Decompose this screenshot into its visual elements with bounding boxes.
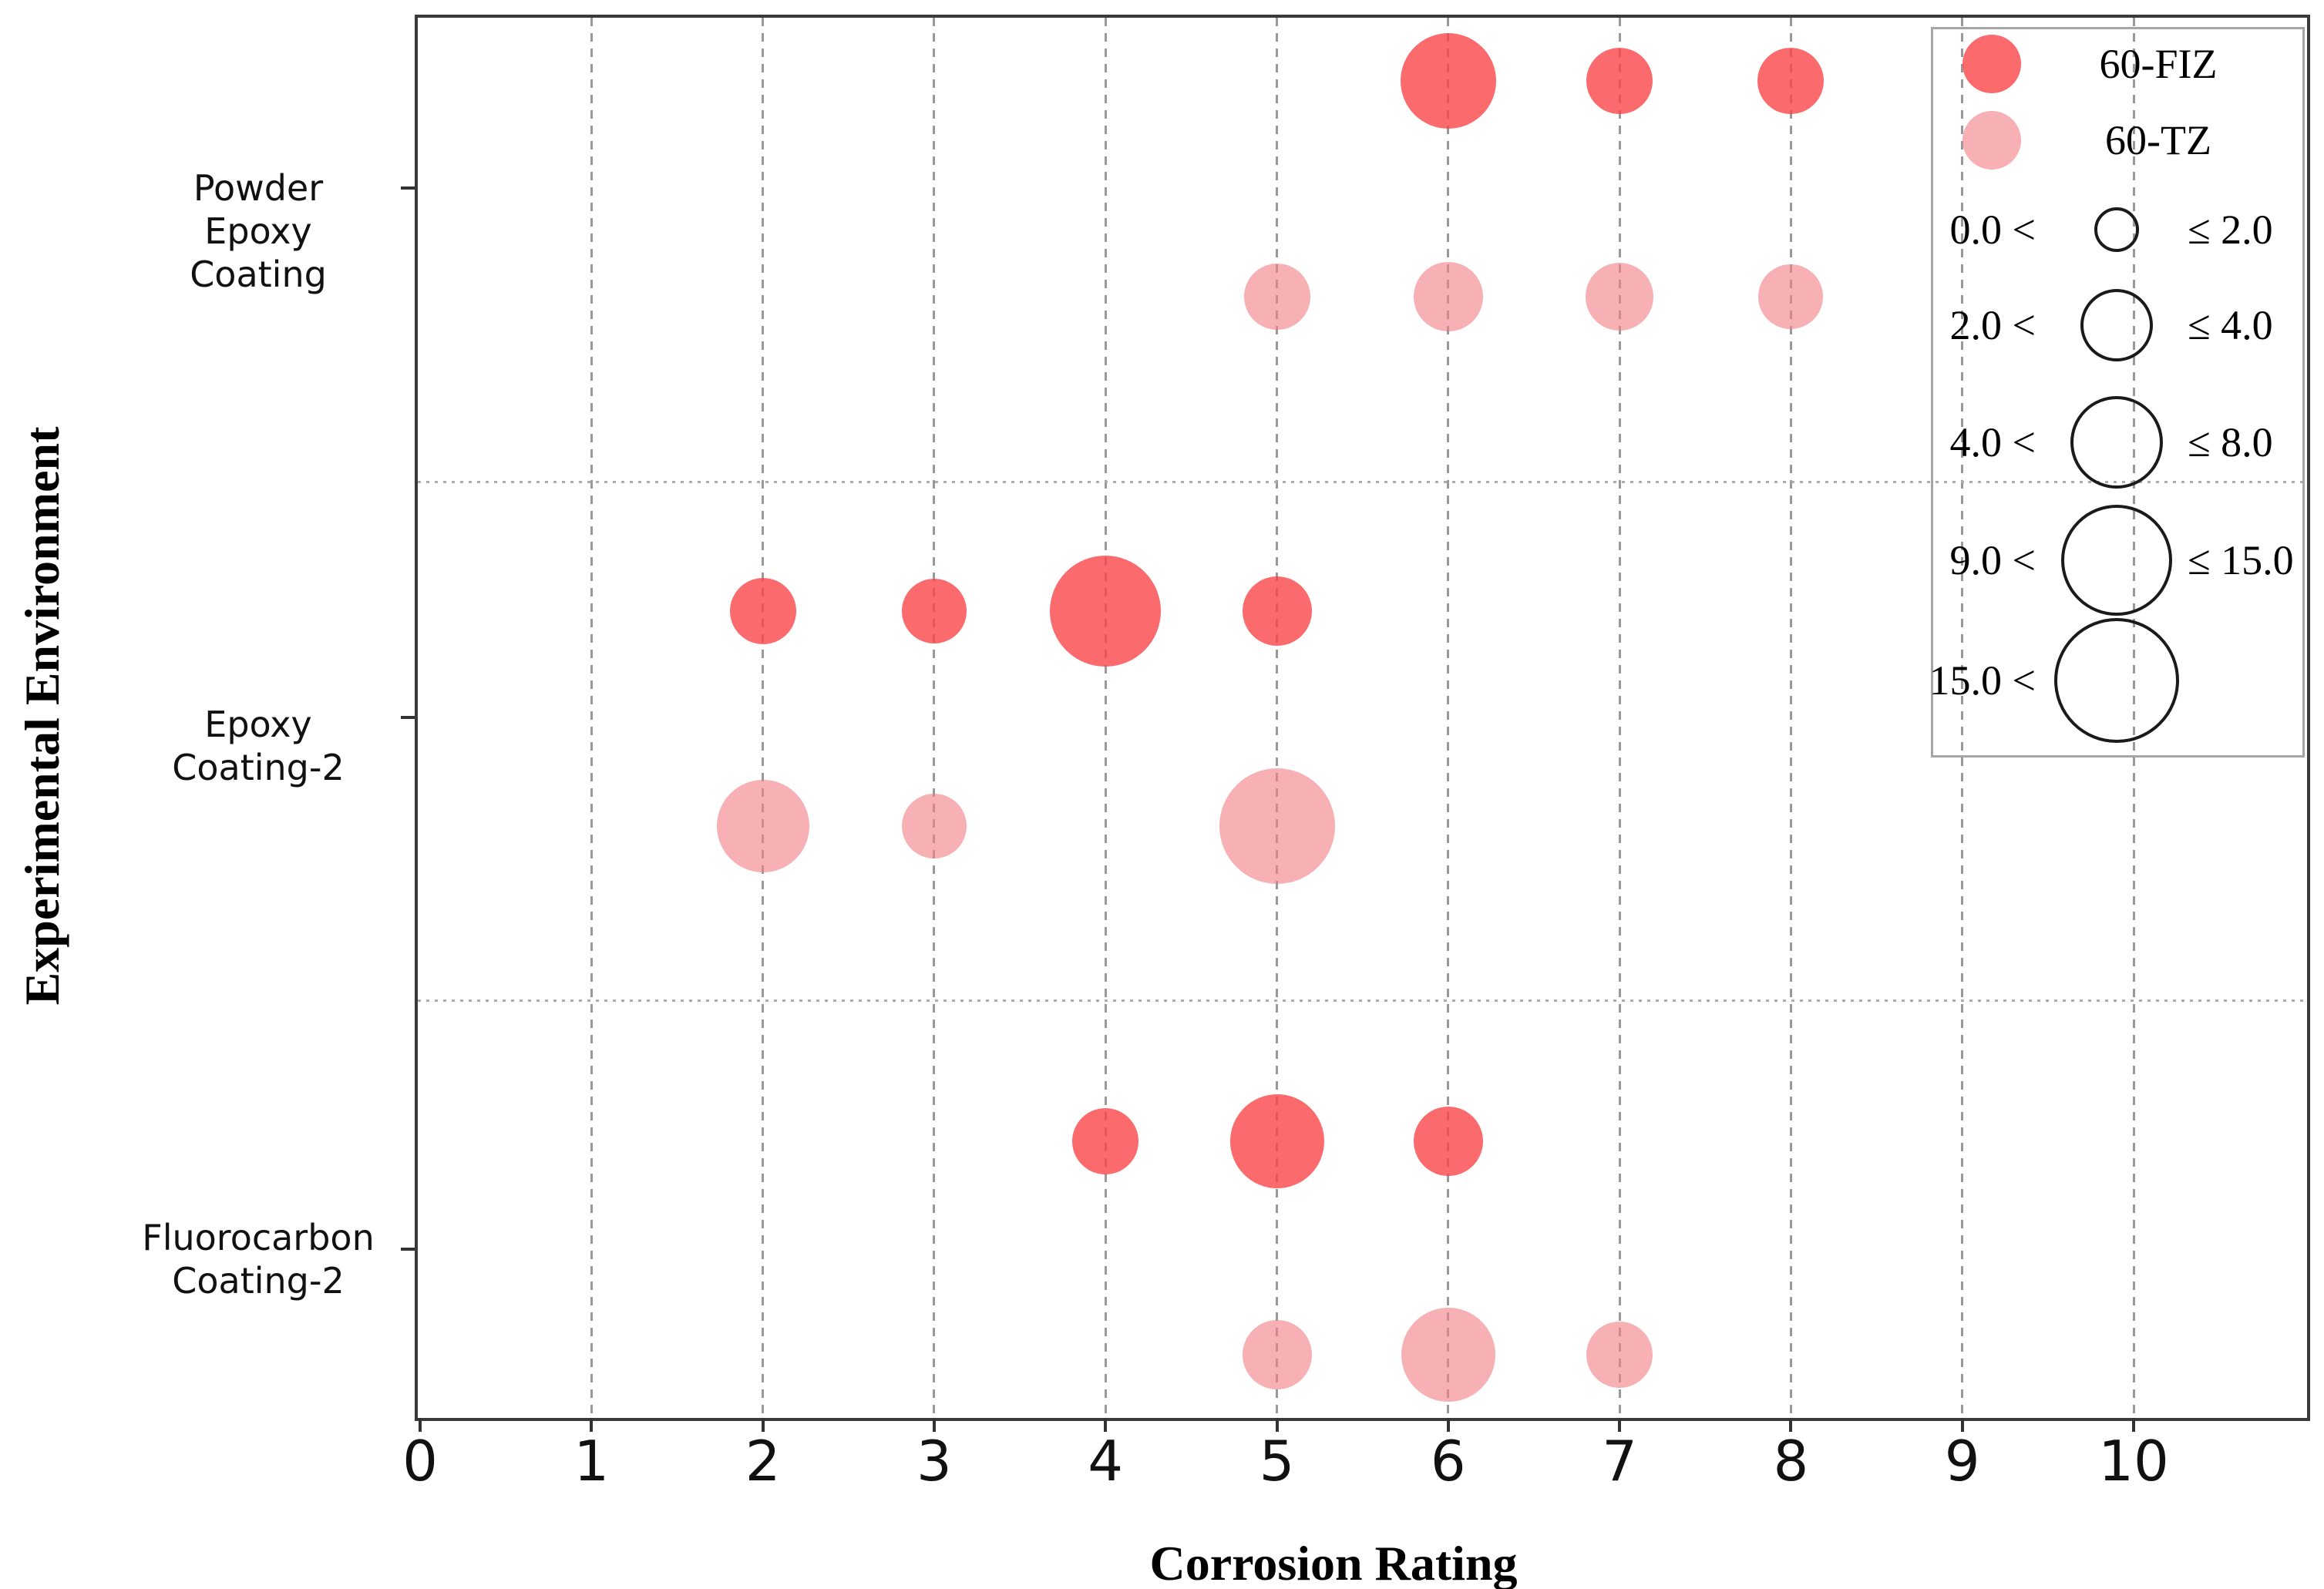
bubble-60-FIZ-cat2-x6	[1413, 1107, 1483, 1176]
y-tick-0	[401, 186, 415, 190]
gridline-x-5	[1276, 18, 1278, 1418]
y-category-label-line: Epoxy	[204, 704, 312, 745]
bubble-60-TZ-cat1-x3	[901, 794, 967, 858]
legend-size-left-label-0: 0.0 <	[1949, 207, 2036, 253]
x-tick-10	[2132, 1418, 2135, 1432]
legend-swatch-60-TZ	[1962, 111, 2021, 170]
legend-swatch-60-FIZ	[1962, 35, 2021, 93]
gridline-x-3	[933, 18, 936, 1418]
y-category-label-1: Epoxy Coating-2	[58, 703, 459, 789]
bubble-60-TZ-cat2-x7	[1586, 1322, 1653, 1388]
y-category-label-line: Powder	[193, 167, 324, 209]
x-tick-4	[1104, 1418, 1108, 1432]
y-category-label-2: Fluorocarbon Coating-2	[58, 1216, 459, 1302]
legend-size-circle-0	[2094, 207, 2139, 252]
x-tick-1	[590, 1418, 594, 1432]
gridline-x-9	[1961, 18, 1964, 1418]
legend-size-left-label-2: 4.0 <	[1949, 419, 2036, 465]
bubble-60-TZ-cat1-x5	[1219, 768, 1335, 884]
x-tick-label-10: 10	[2098, 1429, 2169, 1493]
x-tick-label-8: 8	[1773, 1429, 1809, 1493]
x-tick-label-2: 2	[745, 1429, 781, 1493]
legend-size-right-label-2: ≤ 8.0	[2188, 419, 2273, 465]
x-tick-2	[761, 1418, 765, 1432]
y-category-label-line: Coating-2	[172, 747, 345, 788]
bubble-60-TZ-cat0-x6	[1413, 262, 1483, 331]
y-category-label-line: Epoxy	[204, 210, 312, 252]
gridline-x-7	[1618, 18, 1621, 1418]
bubble-60-TZ-cat0-x5	[1243, 264, 1310, 330]
bubble-60-TZ-cat0-x7	[1586, 263, 1654, 331]
bubble-60-FIZ-cat2-x4	[1072, 1108, 1139, 1174]
bubble-60-FIZ-cat1-x5	[1242, 576, 1312, 646]
bubble-60-TZ-cat2-x6	[1401, 1308, 1495, 1402]
x-tick-label-3: 3	[916, 1429, 952, 1493]
bubble-60-FIZ-cat2-x5	[1229, 1094, 1324, 1188]
gridline-x-6	[1447, 18, 1450, 1418]
x-tick-9	[1960, 1418, 1964, 1432]
bubble-60-FIZ-cat0-x7	[1586, 48, 1653, 114]
x-tick-0	[419, 1418, 422, 1432]
legend-box	[1931, 27, 2305, 758]
bubble-60-TZ-cat1-x2	[716, 780, 809, 872]
y-category-label-0: Powder Epoxy Coating	[58, 166, 459, 296]
y-tick-1	[401, 716, 415, 719]
bubble-60-TZ-cat2-x5	[1242, 1320, 1312, 1389]
bubble-60-FIZ-cat1-x3	[901, 579, 967, 643]
legend-size-left-label-1: 2.0 <	[1949, 302, 2036, 348]
y-category-label-line: Coating	[190, 254, 327, 295]
gridline-x-8	[1789, 18, 1792, 1418]
legend-size-circle-3	[2061, 505, 2172, 616]
bubble-60-FIZ-cat0-x6	[1400, 33, 1496, 129]
x-tick-label-6: 6	[1430, 1429, 1466, 1493]
x-axis-title: Corrosion Rating	[1149, 1536, 1518, 1589]
y-tick-2	[401, 1248, 415, 1251]
y-category-label-line: Coating-2	[172, 1260, 345, 1302]
x-tick-label-5: 5	[1259, 1429, 1295, 1493]
legend-series-label-60-FIZ: 60-FIZ	[2099, 41, 2218, 87]
x-tick-label-0: 0	[402, 1429, 438, 1493]
y-category-label-line: Fluorocarbon	[142, 1217, 375, 1258]
category-separator-1	[418, 480, 2307, 483]
gridline-x-4	[1104, 18, 1107, 1418]
plot-area-frame	[415, 15, 2310, 1421]
legend-series-label-60-TZ: 60-TZ	[2105, 117, 2211, 163]
x-tick-label-1: 1	[573, 1429, 610, 1493]
legend-size-right-label-0: ≤ 2.0	[2188, 207, 2273, 253]
y-axis-title: Experimental Environment	[15, 426, 69, 1006]
x-tick-label-9: 9	[1944, 1429, 1980, 1493]
bubble-60-FIZ-cat0-x8	[1757, 48, 1825, 114]
x-tick-3	[932, 1418, 936, 1432]
legend-size-right-label-3: ≤ 15.0	[2188, 537, 2294, 583]
gridline-x-2	[762, 18, 765, 1418]
legend-size-circle-2	[2070, 396, 2163, 489]
bubble-60-FIZ-cat1-x2	[729, 578, 796, 644]
legend-size-left-label-3: 9.0 <	[1949, 537, 2036, 583]
legend-size-right-label-1: ≤ 4.0	[2188, 302, 2273, 348]
legend-size-circle-4	[2054, 618, 2179, 743]
x-tick-label-4: 4	[1088, 1429, 1124, 1493]
legend-size-circle-1	[2080, 289, 2153, 361]
category-separator-2	[418, 999, 2307, 1002]
legend-size-left-label-4: 15.0 <	[1929, 657, 2036, 704]
x-tick-label-7: 7	[1602, 1429, 1637, 1493]
x-tick-6	[1446, 1418, 1450, 1432]
x-tick-5	[1275, 1418, 1279, 1432]
x-tick-8	[1789, 1418, 1793, 1432]
gridline-x-1	[590, 18, 593, 1418]
bubble-60-FIZ-cat1-x4	[1050, 556, 1162, 667]
x-tick-7	[1618, 1418, 1622, 1432]
bubble-60-TZ-cat0-x8	[1758, 264, 1824, 329]
